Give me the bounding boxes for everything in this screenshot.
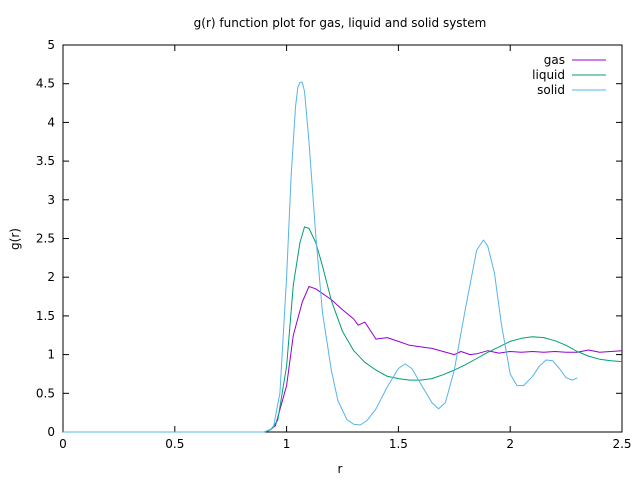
y-tick-label: 0.5 — [36, 386, 55, 400]
plot-frame — [62, 44, 623, 433]
legend-label-solid: solid — [537, 83, 565, 97]
x-tick-label: 1.5 — [389, 437, 408, 451]
y-tick-label: 3.5 — [36, 154, 55, 168]
x-tick-label: 2.5 — [612, 437, 631, 451]
y-tick-label: 1 — [47, 348, 55, 362]
x-tick-label: 2 — [506, 437, 514, 451]
series-line-solid — [63, 81, 578, 433]
chart-title: g(r) function plot for gas, liquid and s… — [194, 16, 487, 30]
x-tick-label: 0 — [59, 437, 67, 451]
y-tick-label: 1.5 — [36, 309, 55, 323]
series-line-liquid — [63, 226, 623, 433]
x-tick-label: 0.5 — [165, 437, 184, 451]
y-tick-label: 4.5 — [36, 77, 55, 91]
y-tick-label: 5 — [47, 38, 55, 52]
y-axis-label: g(r) — [8, 228, 22, 250]
legend-label-gas: gas — [544, 53, 565, 67]
legend-label-liquid: liquid — [532, 68, 565, 82]
x-axis-label: r — [338, 462, 343, 476]
axis-ticks: 0 0.5 1 1.5 2 2.5 0 0.5 1 1.5 2 2.5 3 3.5 4 4.5 5 — [36, 38, 632, 451]
x-tick-label: 1 — [283, 437, 291, 451]
y-tick-label: 2.5 — [36, 232, 55, 246]
series-lines — [63, 81, 623, 433]
y-tick-label: 4 — [47, 115, 55, 129]
y-tick-label: 2 — [47, 270, 55, 284]
y-tick-label: 3 — [47, 193, 55, 207]
series-line-gas — [63, 286, 623, 433]
y-tick-label: 0 — [47, 425, 55, 439]
